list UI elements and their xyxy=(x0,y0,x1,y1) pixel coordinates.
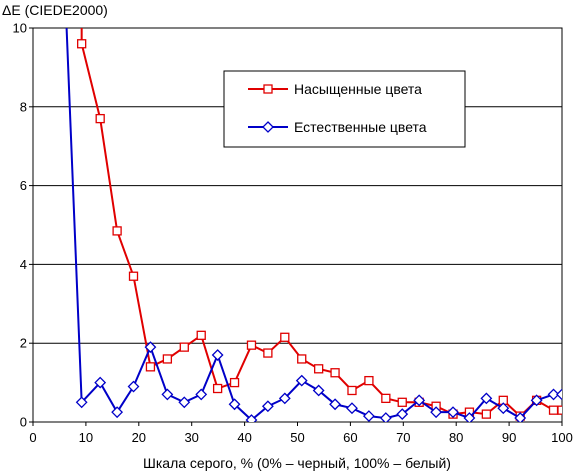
series-1-point xyxy=(128,271,139,281)
series-2-point xyxy=(413,394,426,407)
y-tick-label: 6 xyxy=(20,178,27,193)
series-1-point xyxy=(263,348,273,358)
x-tick-label: 40 xyxy=(237,430,251,445)
x-tick-label: 50 xyxy=(290,430,304,445)
series-1-point xyxy=(77,39,87,49)
series-2-point xyxy=(111,406,124,419)
series-2-point xyxy=(178,396,191,409)
series-2-point xyxy=(75,396,88,409)
legend-marker-2 xyxy=(262,121,274,133)
series-1-point xyxy=(179,342,189,352)
x-axis-ticks: 0 10 20 30 40 50 60 70 80 90 100 xyxy=(29,422,573,445)
x-tick-label: 0 xyxy=(29,430,36,445)
series-1-point xyxy=(229,377,240,388)
x-tick-label: 70 xyxy=(396,430,410,445)
x-tick-label: 90 xyxy=(502,430,516,445)
series-2-point xyxy=(530,394,543,407)
series-2-point xyxy=(556,388,562,401)
series-layer xyxy=(65,28,562,422)
series-2-point xyxy=(195,388,208,401)
series-1-point xyxy=(330,368,340,378)
x-tick-label: 80 xyxy=(449,430,463,445)
legend: Насыщенные цвета Естественные цвета xyxy=(223,70,466,148)
series-2-point xyxy=(430,406,443,419)
legend-marker-1 xyxy=(263,84,273,94)
y-tick-label: 8 xyxy=(20,99,27,114)
series-1-point xyxy=(212,383,223,394)
series-2-point xyxy=(329,398,341,411)
plot-area-frame xyxy=(32,27,563,423)
series-2 xyxy=(65,28,562,422)
y-axis-title: ΔE (CIEDE2000) xyxy=(2,2,108,18)
series-1-point xyxy=(297,354,307,364)
series-2-point xyxy=(514,412,527,422)
y-tick-label: 10 xyxy=(13,21,27,36)
series-1-point xyxy=(347,385,357,396)
series-2-point xyxy=(278,392,291,405)
series-2-point xyxy=(362,410,375,422)
legend-label-2: Естественные цвета xyxy=(294,119,427,135)
series-1-point xyxy=(246,340,257,350)
series-1-point xyxy=(557,405,562,415)
series-1-point xyxy=(162,354,173,364)
legend-box xyxy=(223,70,466,148)
series-1-point xyxy=(145,362,156,372)
series-2-point xyxy=(346,402,358,415)
x-tick-label: 10 xyxy=(79,430,93,445)
series-1 xyxy=(77,28,562,421)
series-1-point xyxy=(381,393,391,404)
series-1-point xyxy=(112,226,122,236)
series-2-point xyxy=(547,388,560,401)
series-2-point xyxy=(127,380,140,393)
x-axis-title: Шкала серого, % (0% – черный, 100% – бел… xyxy=(143,455,451,471)
series-2-point xyxy=(245,414,258,422)
y-tick-label: 0 xyxy=(20,415,27,430)
series-1-point xyxy=(280,332,290,342)
series-2-point xyxy=(312,384,325,397)
series-2-point xyxy=(480,392,493,405)
series-2-point xyxy=(261,400,274,413)
series-2-point xyxy=(211,349,224,361)
series-2-point xyxy=(295,374,308,387)
series-2-point xyxy=(161,388,174,401)
series-1-point xyxy=(481,409,492,419)
series-1-point xyxy=(314,364,324,374)
series-1-point xyxy=(364,375,374,386)
series-2-point xyxy=(379,412,392,422)
series-2-point xyxy=(94,376,107,389)
series-1-point xyxy=(95,113,105,124)
series-2-line xyxy=(65,28,562,422)
series-1-point xyxy=(397,397,407,407)
legend-label-1: Насыщенные цвета xyxy=(294,81,422,97)
y-tick-label: 2 xyxy=(20,336,27,351)
x-tick-label: 60 xyxy=(343,430,357,445)
x-tick-label: 30 xyxy=(184,430,198,445)
series-1-point xyxy=(548,405,559,415)
x-tick-label: 20 xyxy=(132,430,146,445)
series-2-point xyxy=(228,398,241,411)
x-tick-label: 100 xyxy=(551,430,573,445)
series-2-point xyxy=(396,408,409,421)
series-2-point xyxy=(447,406,459,419)
series-1-point xyxy=(196,330,206,340)
y-tick-label: 4 xyxy=(20,257,27,272)
series-2-point xyxy=(497,402,510,415)
series-2-point xyxy=(144,341,157,354)
y-axis-ticks: 0 2 4 6 8 10 xyxy=(13,21,33,430)
series-2-point xyxy=(463,412,476,422)
